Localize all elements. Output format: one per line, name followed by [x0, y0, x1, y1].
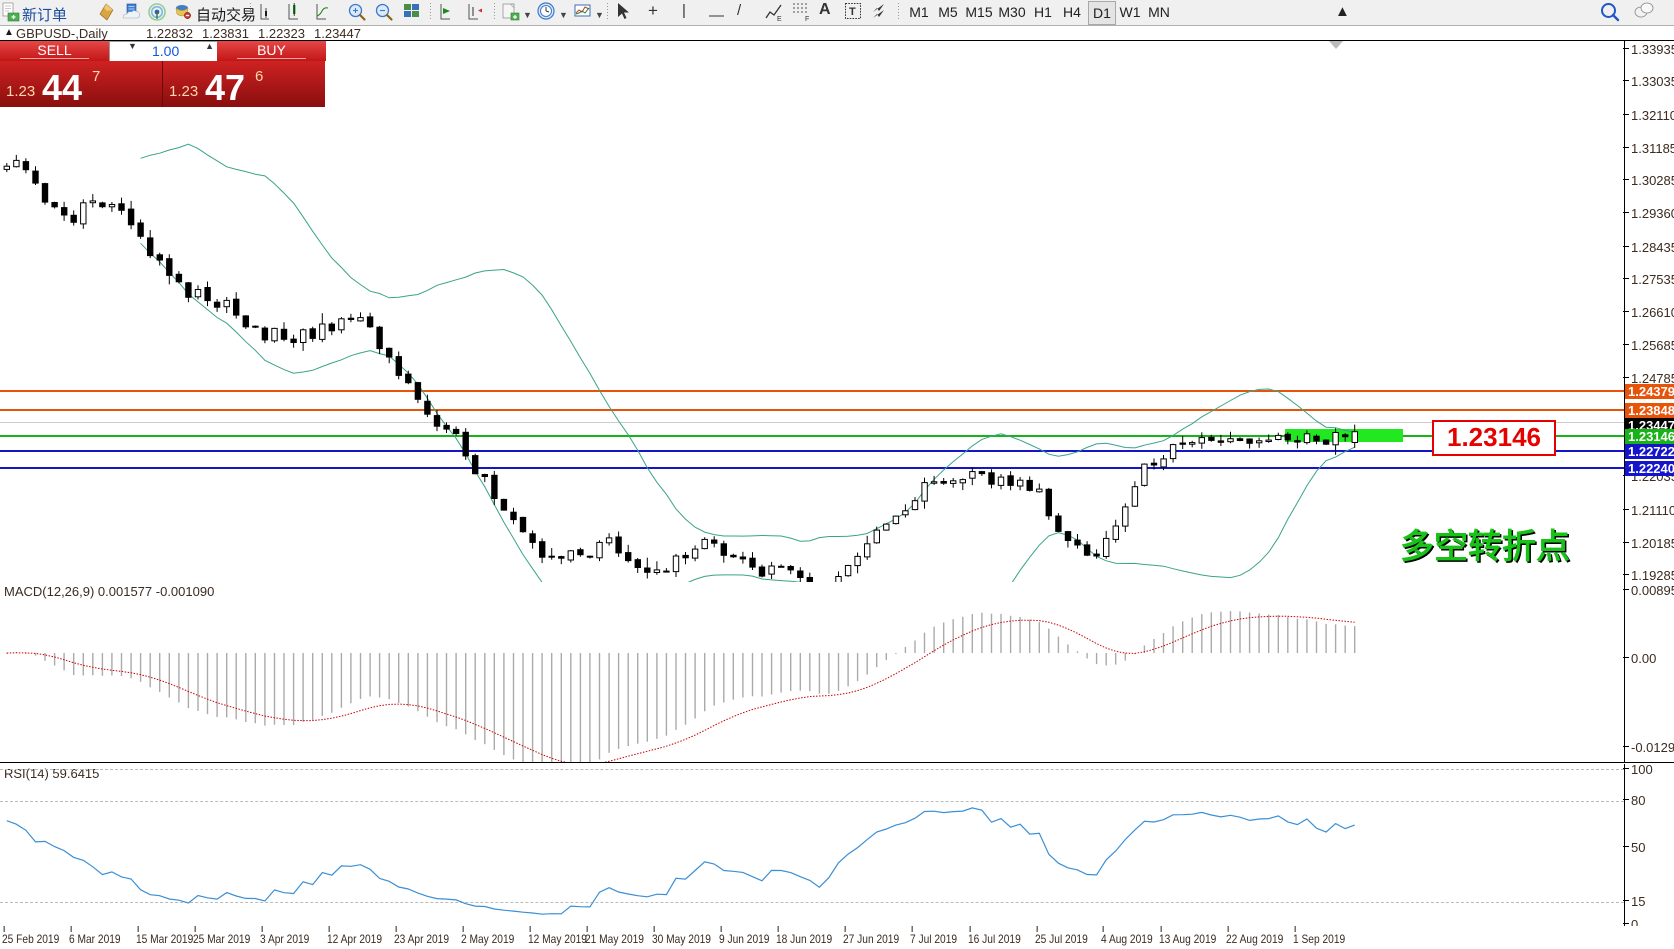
- svg-text:E: E: [777, 16, 782, 22]
- svg-text:T: T: [849, 6, 856, 18]
- svg-text:F: F: [805, 16, 809, 22]
